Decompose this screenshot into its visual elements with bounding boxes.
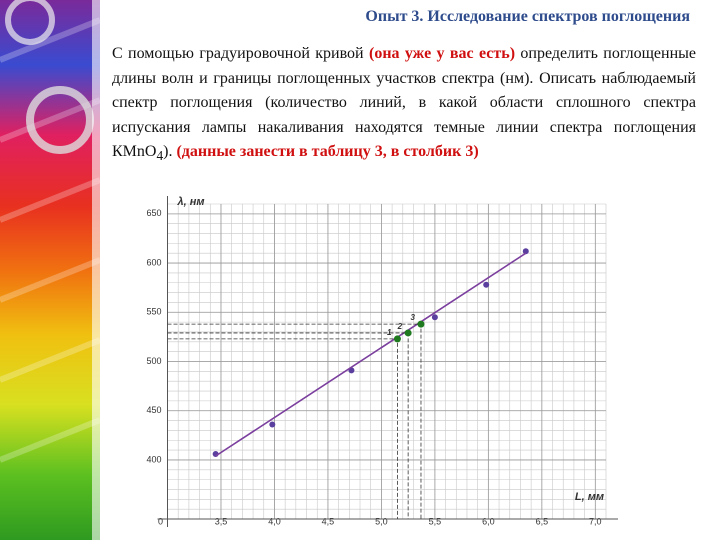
x-tick-label: 5,5 — [429, 516, 442, 526]
x-tick-label: 4,5 — [322, 516, 335, 526]
y-tick-label: 600 — [146, 257, 161, 267]
x-tick-label: 6,5 — [536, 516, 549, 526]
data-point — [269, 421, 276, 428]
marked-point — [393, 335, 401, 343]
y-tick-label: 450 — [146, 405, 161, 415]
y-tick-label: 550 — [146, 307, 161, 317]
highlight: (она уже у вас есть) — [368, 45, 516, 62]
title: Опыт 3. Исследование спектров поглощения — [365, 8, 690, 25]
x-tick-label: 3,5 — [215, 516, 228, 526]
point-label: 2 — [397, 322, 403, 331]
x-tick-label: 4,0 — [268, 516, 281, 526]
y-tick-label: 650 — [146, 208, 161, 218]
subscript: 4 — [156, 148, 164, 164]
fit-line — [215, 252, 527, 457]
data-point — [483, 281, 490, 288]
origin-label: 0 — [158, 516, 163, 526]
guide-line — [167, 332, 409, 519]
data-point — [431, 314, 438, 321]
text: ). — [163, 143, 177, 160]
x-tick-label: 7,0 — [589, 516, 602, 526]
y-tick-label: 400 — [146, 454, 161, 464]
x-tick-label: 5,0 — [375, 516, 388, 526]
data-point — [522, 248, 529, 255]
marked-point — [417, 320, 425, 328]
highlight: (данные занести в таблицу 3, в столбик 3… — [176, 143, 479, 160]
paragraph: С помощью градуировочной кривой (она уже… — [112, 42, 696, 169]
y-tick-label: 500 — [146, 356, 161, 366]
guide-line — [167, 338, 398, 519]
text: определить поглощенные длины волн и гран… — [112, 45, 696, 160]
x-axis-label: L, мм — [575, 491, 604, 503]
y-axis-label: λ, нм — [177, 196, 205, 208]
text: С помощью градуировочной кривой — [112, 45, 369, 62]
x-tick-label: 6,0 — [482, 516, 495, 526]
point-label: 1 — [387, 328, 392, 337]
point-label: 3 — [411, 313, 416, 322]
rainbow-decoration — [0, 0, 100, 540]
marked-point — [404, 329, 412, 337]
